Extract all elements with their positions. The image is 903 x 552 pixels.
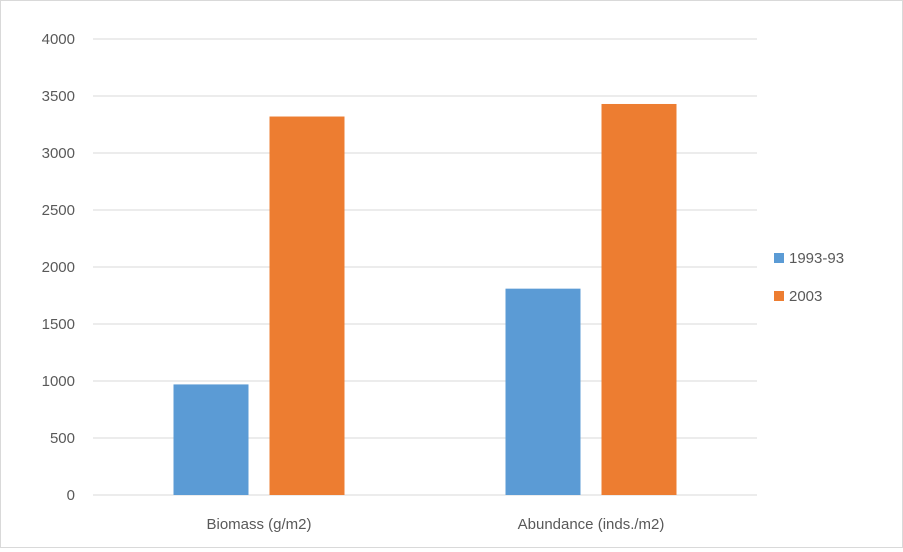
y-tick-label: 0 — [67, 487, 75, 504]
bars — [173, 103, 677, 496]
legend-label: 1993-93 — [789, 250, 844, 267]
y-tick-label: 2500 — [42, 202, 75, 219]
legend-label: 2003 — [789, 288, 822, 305]
y-tick-label: 1000 — [42, 373, 75, 390]
bar-series-1-abundance — [505, 288, 581, 495]
legend: 1993-93 2003 — [774, 250, 844, 305]
x-category-label: Abundance (inds./m2) — [518, 516, 665, 533]
y-tick-label: 2000 — [42, 259, 75, 276]
y-axis-ticks: 0 500 1000 1500 2000 2500 3000 3500 4000 — [42, 31, 75, 504]
bar-series-1-biomass — [173, 384, 249, 495]
x-axis-categories: Biomass (g/m2) Abundance (inds./m2) — [206, 516, 664, 533]
y-tick-label: 3000 — [42, 145, 75, 162]
bar-series-2-abundance — [601, 103, 677, 495]
y-tick-label: 500 — [50, 430, 75, 447]
x-category-label: Biomass (g/m2) — [206, 516, 311, 533]
legend-swatch — [774, 291, 784, 301]
y-tick-label: 4000 — [42, 31, 75, 48]
y-tick-label: 3500 — [42, 88, 75, 105]
legend-swatch — [774, 253, 784, 263]
bar-series-2-biomass — [269, 116, 345, 496]
y-tick-label: 1500 — [42, 316, 75, 333]
